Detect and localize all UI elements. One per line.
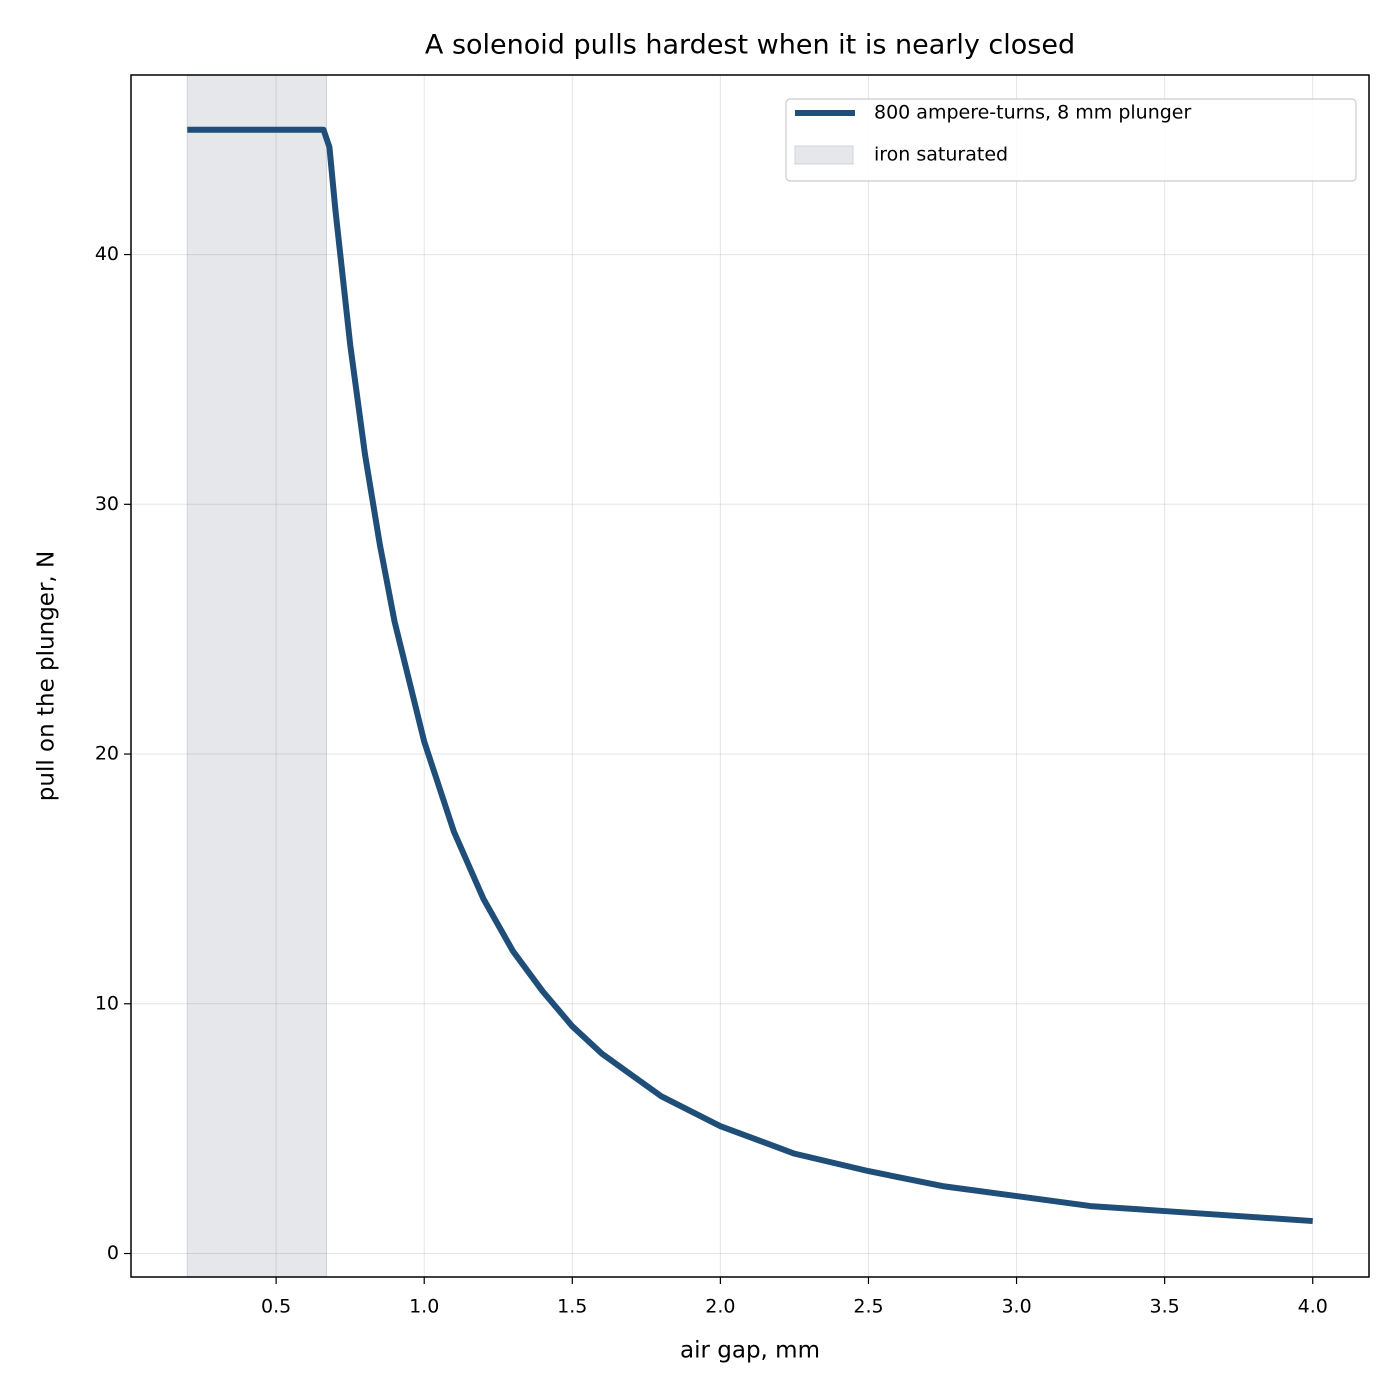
saturation-span xyxy=(186,74,327,1278)
x-tick-label: 2.5 xyxy=(853,1296,883,1318)
legend-patch xyxy=(794,145,854,165)
plot-frame xyxy=(130,74,1370,1278)
legend-label: iron saturated xyxy=(874,144,1008,166)
y-tick-label: 20 xyxy=(95,743,119,765)
chart-title: A solenoid pulls hardest when it is near… xyxy=(425,30,1075,61)
y-tick-label: 40 xyxy=(95,243,119,265)
legend-box xyxy=(785,98,1357,182)
data-line xyxy=(187,126,1313,1225)
x-tick-label: 0.5 xyxy=(261,1296,291,1318)
y-axis-label: pull on the plunger, N xyxy=(34,551,60,801)
y-tick-label: 30 xyxy=(95,493,119,515)
legend-label: 800 ampere-turns, 8 mm plunger xyxy=(874,102,1191,124)
x-tick-label: 2.0 xyxy=(705,1296,735,1318)
x-tick-label: 3.0 xyxy=(1001,1296,1031,1318)
x-tick-label: 3.5 xyxy=(1150,1296,1180,1318)
y-tick-label: 0 xyxy=(107,1242,119,1264)
x-tick-label: 1.0 xyxy=(409,1296,439,1318)
x-axis-label: air gap, mm xyxy=(680,1338,820,1364)
x-tick-label: 4.0 xyxy=(1298,1296,1328,1318)
y-tick-label: 10 xyxy=(95,992,119,1014)
x-tick-label: 1.5 xyxy=(557,1296,587,1318)
